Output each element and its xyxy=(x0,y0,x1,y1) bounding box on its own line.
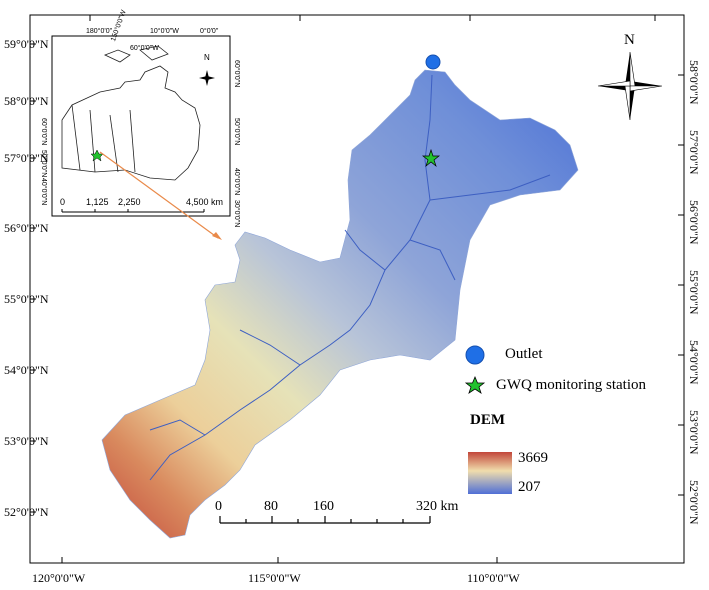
lat-label-right: 52°0'0"N xyxy=(687,480,701,525)
scale-label: 320 km xyxy=(416,499,459,514)
scale-label: 160 xyxy=(313,499,334,514)
lat-label: 59°0'0"N xyxy=(4,37,49,51)
dem-color-ramp xyxy=(468,452,512,494)
lat-label: 54°0'0"N xyxy=(4,363,49,377)
station-marker xyxy=(422,148,440,168)
lat-label: 52°0'0"N xyxy=(4,505,49,519)
lat-label: 56°0'0"N xyxy=(4,221,49,235)
north-label: N xyxy=(624,32,635,48)
frame-ticks xyxy=(30,15,684,563)
scale-bar xyxy=(219,516,431,524)
leader-line xyxy=(99,151,219,239)
inset-left-label: 50°0'0"N xyxy=(40,150,47,178)
lat-label: 53°0'0"N xyxy=(4,434,49,448)
inset-right-label: 30°0'0"N xyxy=(233,200,240,228)
lat-label: 55°0'0"N xyxy=(4,292,49,306)
north-arrow-icon xyxy=(597,51,663,121)
inset-station-marker xyxy=(90,149,104,162)
inset-scale-label: 0 xyxy=(60,197,66,207)
legend-station-icon xyxy=(464,375,486,394)
lat-label-right: 53°0'0"N xyxy=(687,410,701,455)
lat-label-right: 57°0'0"N xyxy=(687,130,701,175)
inset-top-label: 10°0'0"W xyxy=(150,28,179,35)
inset-top-label: 180°0'0" xyxy=(86,28,113,35)
inset-scale-label: 4,500 km xyxy=(186,197,224,207)
outlet-marker xyxy=(425,54,441,70)
lon-label: 120°0'0"W xyxy=(32,571,86,585)
legend-dem-title: DEM xyxy=(470,412,505,428)
inset-scale-bar xyxy=(61,209,205,213)
legend-outlet-icon xyxy=(465,345,485,365)
inset-right-label: 40°0'0"N xyxy=(233,168,240,196)
lat-label-right: 56°0'0"N xyxy=(687,200,701,245)
lat-label-right: 55°0'0"N xyxy=(687,270,701,315)
river-network xyxy=(149,74,551,481)
lat-label-right: 54°0'0"N xyxy=(687,340,701,385)
inset-top-label: 60°0'0"W xyxy=(130,45,159,52)
inset-north-arrow xyxy=(199,70,215,86)
map-frame xyxy=(29,14,685,564)
inset-top-label: 0°0'0" xyxy=(200,28,219,35)
lon-label: 110°0'0"W xyxy=(467,571,520,585)
inset-frame xyxy=(51,35,231,217)
lat-label-right: 58°0'0"N xyxy=(687,60,701,105)
inset-left-label: 60°0'0"N xyxy=(40,118,47,146)
inset-scale-label: 1,125 xyxy=(86,197,109,207)
inset-right-label: 60°0'0"N xyxy=(233,60,240,88)
inset-canada-outline xyxy=(61,45,201,181)
inset-north-label: N xyxy=(204,53,210,62)
inset-left-label: 40°0'0"N xyxy=(40,178,47,206)
legend-dem-low: 207 xyxy=(518,479,541,495)
watershed-basin xyxy=(101,69,579,539)
scale-label: 0 xyxy=(215,499,222,514)
scale-label: 80 xyxy=(264,499,278,514)
lat-label: 58°0'0"N xyxy=(4,94,49,108)
inset-scale-label: 2,250 xyxy=(118,197,141,207)
leader-arrowhead xyxy=(212,232,222,240)
inset-right-label: 50°0'0"N xyxy=(233,118,240,146)
lon-label: 115°0'0"W xyxy=(248,571,301,585)
legend-outlet-label: Outlet xyxy=(505,346,543,362)
legend-station-label: GWQ monitoring station xyxy=(496,377,646,393)
lat-label: 57°0'0"N xyxy=(4,151,49,165)
legend-dem-high: 3669 xyxy=(518,450,548,466)
